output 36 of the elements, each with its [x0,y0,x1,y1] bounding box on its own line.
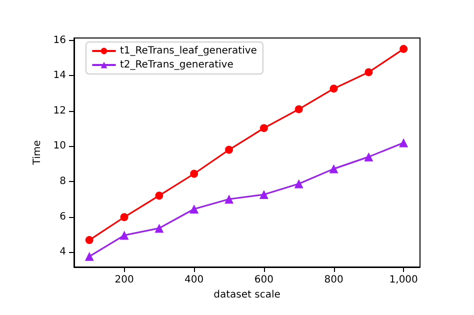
point [155,192,164,200]
point [294,179,304,188]
point [190,204,199,214]
point [224,194,234,204]
point [120,213,128,222]
y-axis-title: Time [32,140,43,166]
point [259,190,268,200]
point [190,170,198,178]
x-tick-label: 600 [254,274,274,286]
point [330,84,338,93]
legend-label: t2_ReTrans_generative [120,60,234,70]
x-tick-label: 200 [114,274,134,286]
point [399,138,408,148]
point [400,44,408,53]
y-tick-label: 10 [53,140,66,152]
point [225,146,234,154]
point [364,68,373,76]
point [120,230,129,240]
point [294,105,303,114]
y-tick-label: 16 [53,34,66,46]
point [260,124,268,132]
x-tick-label: 800 [324,274,344,286]
y-tick-label: 12 [53,105,66,116]
y-tick-label: 6 [60,211,66,222]
x-tick-label: 1,000 [389,274,418,286]
y-tick-label: 8 [60,176,66,187]
y-tick-label: 14 [53,70,66,82]
point [84,252,94,261]
y-tick-label: 4 [60,246,66,258]
legend-label: t1_ReTrans_leaf_generative [120,46,257,56]
point [329,164,338,174]
point [85,236,94,244]
x-axis-title: dataset scale [214,289,280,300]
x-tick-label: 400 [184,274,204,286]
point [364,152,374,162]
point [154,224,164,233]
